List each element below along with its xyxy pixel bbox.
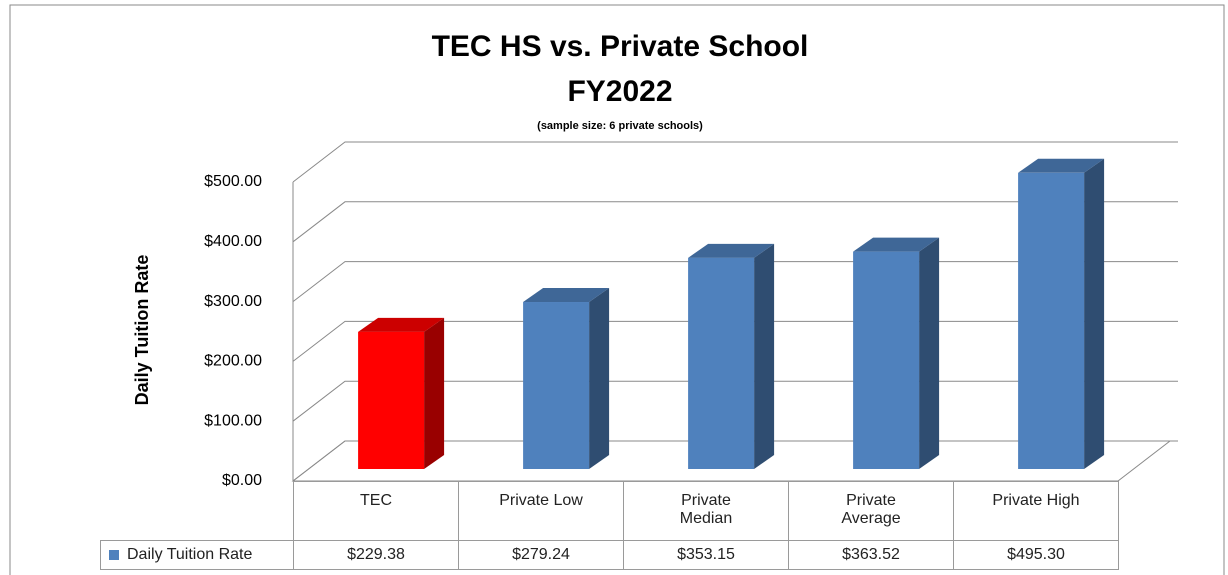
grid-line xyxy=(292,201,1178,243)
bar-side xyxy=(589,288,610,469)
category-cell: Private Median xyxy=(623,481,789,541)
value-cell: $495.30 xyxy=(953,540,1119,570)
category-cell: Private Average xyxy=(788,481,954,541)
bar-front xyxy=(853,251,920,469)
chart-note: (sample size: 6 private schools) xyxy=(537,120,703,132)
bar-front xyxy=(523,302,590,469)
bar xyxy=(358,317,445,469)
value-cell: $279.24 xyxy=(458,540,624,570)
legend-swatch xyxy=(109,550,119,560)
bar xyxy=(688,243,775,469)
bar xyxy=(1018,158,1105,469)
bar-side xyxy=(754,243,775,469)
bar-top xyxy=(1018,158,1105,173)
y-tick-label: $500.00 xyxy=(204,173,262,190)
value-cell: $353.15 xyxy=(623,540,789,570)
bar-top xyxy=(688,243,775,258)
category-cell: TEC xyxy=(293,481,459,541)
y-tick-label: $0.00 xyxy=(222,472,262,489)
bar-side xyxy=(1084,158,1105,469)
category-cell-text: Private Low xyxy=(499,492,583,509)
value-cell: $363.52 xyxy=(788,540,954,570)
chart-title: TEC HS vs. Private School xyxy=(432,30,809,63)
grid-line xyxy=(292,141,1178,183)
category-cell: Private Low xyxy=(458,481,624,541)
value-cell-text: $495.30 xyxy=(1007,546,1065,563)
category-cell-text: Private High xyxy=(992,492,1080,509)
y-tick-label: $200.00 xyxy=(204,353,262,370)
y-axis-title: Daily Tuition Rate xyxy=(132,255,152,406)
bar-side xyxy=(424,317,445,469)
legend-cell: Daily Tuition Rate xyxy=(100,540,294,570)
category-cell: Private High xyxy=(953,481,1119,541)
category-cell-text: TEC xyxy=(360,492,392,509)
bar-front xyxy=(1018,172,1085,469)
y-tick-label: $400.00 xyxy=(204,233,262,250)
category-cell-text: Private Median xyxy=(679,492,733,527)
bar-top xyxy=(358,317,445,332)
category-cell-text: Private Average xyxy=(841,492,901,527)
y-tick-label: $300.00 xyxy=(204,293,262,310)
value-cell: $229.38 xyxy=(293,540,459,570)
bar-top xyxy=(853,237,940,252)
bar-front xyxy=(688,257,755,469)
value-cell-text: $363.52 xyxy=(842,546,900,563)
value-cell-text: $229.38 xyxy=(347,546,405,563)
chart-subtitle: FY2022 xyxy=(567,75,672,108)
legend-label: Daily Tuition Rate xyxy=(127,546,253,563)
bar xyxy=(523,288,610,469)
value-cell-text: $279.24 xyxy=(512,546,570,563)
value-cell-text: $353.15 xyxy=(677,546,735,563)
y-tick-label: $100.00 xyxy=(204,412,262,429)
bar xyxy=(853,237,940,469)
bar-side xyxy=(919,237,940,469)
bar-front xyxy=(358,331,425,469)
bar-top xyxy=(523,288,610,303)
